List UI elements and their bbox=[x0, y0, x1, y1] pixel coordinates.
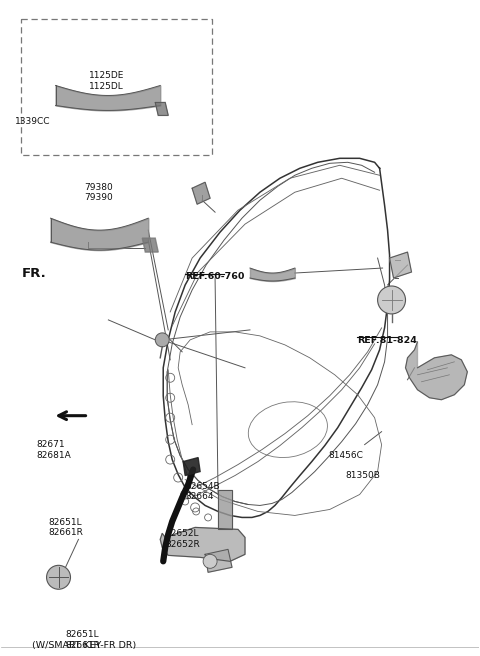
Text: 82651L
82661R: 82651L 82661R bbox=[48, 518, 84, 537]
Text: 82671
82681A: 82671 82681A bbox=[36, 440, 72, 460]
Text: 79380
79390: 79380 79390 bbox=[84, 182, 113, 202]
Polygon shape bbox=[205, 549, 232, 572]
Polygon shape bbox=[390, 252, 411, 278]
Polygon shape bbox=[218, 489, 232, 529]
Circle shape bbox=[155, 333, 169, 347]
Circle shape bbox=[203, 554, 217, 568]
Polygon shape bbox=[160, 527, 245, 562]
Polygon shape bbox=[142, 238, 158, 252]
Polygon shape bbox=[406, 342, 468, 400]
Text: 81456C: 81456C bbox=[328, 451, 363, 460]
Text: 82651L
82661R: 82651L 82661R bbox=[65, 630, 100, 649]
Circle shape bbox=[47, 565, 71, 589]
Text: (W/SMART KEY-FR DR): (W/SMART KEY-FR DR) bbox=[32, 641, 136, 649]
Text: 81350B: 81350B bbox=[345, 470, 380, 480]
Text: 1339CC: 1339CC bbox=[15, 117, 50, 126]
Text: FR.: FR. bbox=[22, 267, 47, 280]
Text: 1125DE
1125DL: 1125DE 1125DL bbox=[89, 72, 125, 91]
Polygon shape bbox=[155, 102, 168, 115]
Polygon shape bbox=[192, 182, 210, 204]
Text: 82652L
82652R: 82652L 82652R bbox=[166, 529, 201, 549]
Text: 82654B
82664: 82654B 82664 bbox=[185, 482, 219, 501]
Circle shape bbox=[378, 286, 406, 314]
Text: REF.60-760: REF.60-760 bbox=[185, 272, 244, 281]
Polygon shape bbox=[183, 458, 200, 476]
Text: REF.81-824: REF.81-824 bbox=[357, 336, 417, 345]
